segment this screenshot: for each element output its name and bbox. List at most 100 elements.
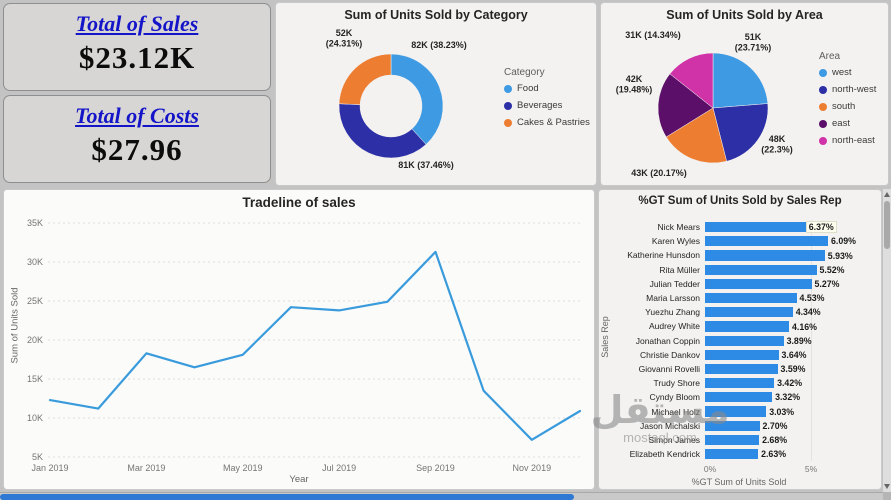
legend-label: north-east <box>832 135 875 146</box>
bar-value-label: 3.32% <box>775 392 801 403</box>
slice-south[interactable] <box>665 107 727 164</box>
slice-callout-beverages: 81K (37.46%) <box>398 160 454 170</box>
chart-title-units-by-category: Sum of Units Sold by Category <box>344 8 528 22</box>
sales-rep-name: Nick Mears <box>657 222 700 233</box>
sales-rep-name: Julian Tedder <box>649 278 700 289</box>
legend-item-west[interactable]: west <box>819 67 876 78</box>
bar-jonathan-coppin[interactable] <box>705 335 784 346</box>
bar-zone: 3.59% <box>705 362 871 376</box>
bar-karen-wyles[interactable] <box>705 236 828 247</box>
y-tick-label: 25K <box>27 296 43 306</box>
bar-zone: 6.09% <box>705 234 871 248</box>
slice-east[interactable] <box>657 73 714 138</box>
sales-trend-line[interactable] <box>48 250 582 441</box>
kpi-value-total-sales: $23.12K <box>78 40 196 75</box>
bar-jason-michalski[interactable] <box>705 420 760 431</box>
legend-item-east[interactable]: east <box>819 118 876 129</box>
bar-christie-dankov[interactable] <box>705 349 779 360</box>
bar-zone: 4.34% <box>705 305 871 319</box>
bar-row-yuezhu-zhang: Yuezhu Zhang 4.34% <box>607 305 871 319</box>
vertical-scrollbar-thumb[interactable] <box>884 201 890 249</box>
y-tick-label: 35K <box>27 218 43 228</box>
legend-title: Area <box>819 51 841 62</box>
bar-row-julian-tedder: Julian Tedder 5.27% <box>607 277 871 291</box>
bar-row-michael-holz: Michael Holz 3.03% <box>607 404 871 418</box>
slice-callout-food: 82K (38.23%) <box>411 40 467 50</box>
scroll-down-arrow-icon[interactable] <box>884 484 890 489</box>
bar-zone: 4.16% <box>705 319 871 333</box>
slice-beverages[interactable] <box>338 103 427 159</box>
bar-row-jason-michalski: Jason Michalski 2.70% <box>607 419 871 433</box>
vertical-scrollbar[interactable] <box>883 189 891 492</box>
kpi-value-total-costs: $27.96 <box>91 132 183 167</box>
bar-gridline-5pct <box>811 220 812 462</box>
bar-value-label: 4.34% <box>795 307 821 318</box>
bar-value-label: 5.93% <box>827 250 853 261</box>
bar-row-trudy-shore: Trudy Shore 3.42% <box>607 376 871 390</box>
legend-item-beverages[interactable]: Beverages <box>504 100 590 111</box>
legend-label: east <box>832 118 850 129</box>
bar-zone: 5.93% <box>705 248 871 262</box>
legend-label: Beverages <box>517 100 563 111</box>
slice-north-east[interactable] <box>669 52 714 109</box>
horizontal-scrollbar[interactable] <box>0 492 891 500</box>
legend-item-food[interactable]: Food <box>504 83 590 94</box>
sales-rep-name: Christie Dankov <box>640 349 700 360</box>
x-tick-label: Jul 2019 <box>322 463 356 473</box>
legend-swatch <box>819 136 827 145</box>
slice-callout-west: 51K (23.71%) <box>735 32 772 53</box>
slice-north-west[interactable] <box>712 103 769 162</box>
sales-rep-name: Audrey White <box>648 321 700 332</box>
legend-item-north-west[interactable]: north-west <box>819 84 876 95</box>
y-tick-label: 5K <box>32 452 43 462</box>
chart-title-tradeline: Tradeline of sales <box>242 195 356 210</box>
bar-simon-james[interactable] <box>705 434 760 445</box>
sales-rep-name: Michael Holz <box>651 406 700 417</box>
x-tick-label: Jan 2019 <box>31 463 68 473</box>
bar-rita-m-ller[interactable] <box>705 264 817 275</box>
legend-item-south[interactable]: south <box>819 101 876 112</box>
x-tick-label: May 2019 <box>223 463 263 473</box>
bar-value-label: 3.64% <box>781 349 807 360</box>
bar-x-axis: 0% 5% <box>607 464 871 476</box>
slice-west[interactable] <box>712 52 769 109</box>
bar-value-label: 4.16% <box>792 321 817 332</box>
bar-zone: 3.03% <box>705 404 871 418</box>
bar-value-label: 3.03% <box>769 406 795 417</box>
bar-trudy-shore[interactable] <box>705 378 775 389</box>
bar-row-cyndy-bloom: Cyndy Bloom 3.32% <box>607 390 871 404</box>
scroll-up-arrow-icon[interactable] <box>884 192 890 197</box>
bar-value-label: 5.52% <box>819 264 845 275</box>
legend-item-north-east[interactable]: north-east <box>819 135 876 146</box>
pie-chart-area: 51K (23.71%) 48K (22.3%) 43K (20.17%) 42K (19.… <box>616 30 793 178</box>
bar-nick-mears[interactable] <box>705 222 834 233</box>
bar-yuezhu-zhang[interactable] <box>705 307 793 318</box>
kpi-card-total-sales: Total of Sales $23.12K <box>3 3 271 91</box>
x-tick-label: Nov 2019 <box>513 463 552 473</box>
bar-row-giovanni-rovelli: Giovanni Rovelli 3.59% <box>607 362 871 376</box>
line-x-axis-title: Year <box>289 474 309 485</box>
bar-maria-larsson[interactable] <box>705 292 797 304</box>
horizontal-scrollbar-thumb[interactable] <box>0 494 574 500</box>
bar-julian-tedder[interactable] <box>705 278 812 289</box>
bar-x-axis-title: %GT Sum of Units Sold <box>691 477 787 487</box>
slice-callout-south: 43K (20.17%) <box>631 168 687 178</box>
kpi-title-total-costs: Total of Costs <box>75 103 199 128</box>
bar-zone: 2.63% <box>705 447 871 461</box>
slice-food[interactable] <box>390 53 444 145</box>
bar-elizabeth-kendrick[interactable] <box>705 449 759 460</box>
bar-zone: 3.42% <box>705 376 871 390</box>
bar-zone: 5.27% <box>705 277 871 291</box>
bar-row-nick-mears: Nick Mears 6.37% <box>607 220 871 234</box>
donut-chart-category: 82K (38.23%) 81K (37.46%) 52K (24.31%) <box>326 28 467 170</box>
slice-cakes-pastries[interactable] <box>338 53 392 105</box>
legend-item-cakes-pastries[interactable]: Cakes & Pastries <box>504 117 590 128</box>
bar-cyndy-bloom[interactable] <box>705 392 773 403</box>
y-tick-label: 20K <box>27 335 43 345</box>
bar-michael-holz[interactable] <box>705 406 767 417</box>
bar-audrey-white[interactable] <box>705 321 789 332</box>
bar-row-audrey-white: Audrey White 4.16% <box>607 319 871 333</box>
bar-giovanni-rovelli[interactable] <box>705 363 778 375</box>
sales-rep-name: Trudy Shore <box>653 378 700 389</box>
bar-katherine-hunsdon[interactable] <box>705 250 825 261</box>
